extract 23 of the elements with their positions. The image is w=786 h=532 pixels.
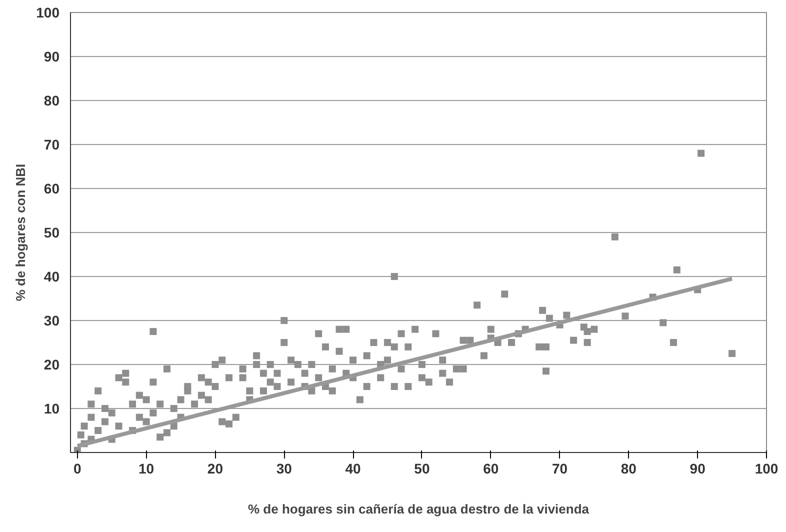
x-tick-label: 90 [690,460,706,476]
y-tick-label: 90 [44,48,60,64]
y-tick-label: 30 [44,312,60,328]
y-axis-title: % de hogares con NBI [13,164,28,302]
x-tick-label: 70 [552,460,568,476]
x-tick-label: 20 [207,460,224,476]
x-tick-label: 40 [345,460,362,476]
x-tick-label: 0 [74,460,82,476]
y-tick-label: 70 [44,136,60,152]
x-tick-label: 100 [754,460,778,476]
y-tick-label: 50 [44,224,60,240]
y-tick-label: 60 [44,180,60,196]
y-tick-label: 20 [44,356,60,372]
y-tick-label: 10 [44,400,60,416]
x-tick-label: 30 [276,460,292,476]
x-tick-label: 80 [620,460,637,476]
x-tick-label: 50 [414,460,430,476]
y-tick-label: 40 [44,268,60,284]
y-tick-label: 100 [36,4,60,20]
x-tick-label: 10 [138,460,154,476]
y-tick-label: 80 [44,92,60,108]
x-axis-title: % de hogares sin cañería de agua destro de la vivienda [248,502,590,516]
x-tick-label: 60 [483,460,499,476]
